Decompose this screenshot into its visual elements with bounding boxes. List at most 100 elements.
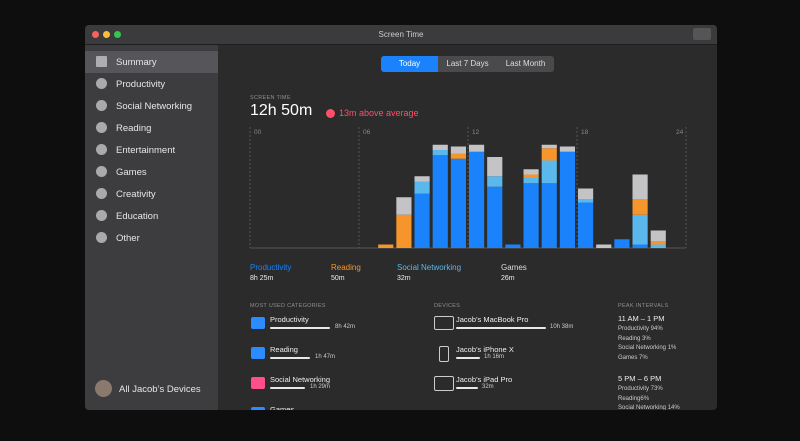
usage-bar-segment	[596, 244, 612, 248]
device-time: 10h 38m	[550, 324, 574, 330]
usage-bar-segment	[632, 244, 648, 248]
legend-time: 32m	[397, 275, 411, 282]
sidebar-icon	[96, 144, 107, 155]
device-icon	[434, 376, 454, 391]
category-time: 1h 29m	[310, 384, 331, 390]
interval-range: 5 PM – 6 PM	[618, 374, 662, 383]
legend-name: Productivity	[250, 263, 292, 272]
sidebar-item[interactable]: Other	[116, 233, 140, 244]
interval-line: Reading 3%	[618, 335, 651, 342]
category-name: Productivity	[270, 315, 309, 324]
usage-bar-segment	[432, 155, 448, 248]
sidebar: Summary Productivity Social Networking Read…	[85, 45, 218, 410]
interval-line: Social Networking 14%	[618, 405, 680, 410]
usage-bar-segment	[450, 158, 466, 248]
window-title: Screen Time	[378, 30, 424, 39]
usage-bar	[270, 327, 330, 329]
device-picker[interactable]: All Jacob’s Devices	[119, 384, 201, 395]
usage-bar-segment	[559, 146, 575, 152]
sidebar-item[interactable]: Summary	[116, 57, 157, 68]
sidebar-item[interactable]: Games	[116, 167, 147, 178]
sidebar-item[interactable]: Education	[116, 211, 159, 222]
usage-bar-segment	[541, 183, 557, 248]
usage-bar-segment	[469, 144, 485, 152]
usage-bar-segment	[432, 144, 448, 150]
device-time: 1h 16m	[484, 354, 505, 360]
usage-bar	[456, 327, 546, 329]
usage-bar-segment	[487, 157, 503, 177]
usage-bar-segment	[487, 186, 503, 248]
usage-bar-segment	[523, 178, 539, 184]
interval-line: Games 7%	[618, 354, 648, 361]
sidebar-icon	[96, 100, 107, 111]
sidebar-item[interactable]: Social Networking	[116, 101, 193, 112]
hour-label: 06	[363, 129, 371, 136]
up-icon	[326, 109, 335, 118]
tab[interactable]: Last 7 Days	[438, 56, 497, 72]
device-icon	[439, 346, 449, 362]
sidebar-icon	[96, 188, 107, 199]
selection-highlight	[85, 51, 218, 73]
device-time: 32m	[482, 384, 494, 390]
usage-bar-segment	[469, 151, 485, 248]
interval-line: Productivity 73%	[618, 386, 663, 392]
usage-bar-segment	[578, 202, 594, 248]
usage-chart: 00 06 12 18 24	[249, 127, 687, 249]
title-bar: Screen Time	[85, 25, 717, 45]
minimize-button[interactable]	[103, 31, 110, 38]
usage-bar-segment	[541, 144, 557, 149]
tab[interactable]: Last Month	[497, 56, 554, 72]
usage-bar	[270, 357, 310, 359]
usage-bar-segment	[450, 146, 466, 154]
usage-bar-segment	[378, 244, 394, 248]
category-time: 8h 42m	[335, 324, 356, 330]
section-label: MOST USED CATEGORIES	[250, 303, 326, 309]
usage-bar-segment	[450, 153, 466, 159]
usage-bar-segment	[396, 214, 412, 248]
interval-line: Reading6%	[618, 395, 650, 402]
hour-label: 24	[676, 129, 684, 136]
sidebar-item[interactable]: Reading	[116, 123, 152, 134]
section-label: DEVICES	[434, 303, 461, 309]
category-icon	[251, 377, 265, 389]
legend-name: Social Networking	[397, 263, 462, 272]
usage-bar-segment	[414, 176, 430, 182]
usage-bar-segment	[414, 181, 430, 194]
legend-name: Reading	[331, 263, 361, 272]
category-icon	[251, 347, 265, 359]
usage-bar-segment	[523, 174, 539, 178]
sidebar-icon	[96, 166, 107, 177]
legend-name: Games	[501, 263, 527, 272]
usage-bar-segment	[578, 188, 594, 199]
device-icon	[434, 316, 454, 330]
usage-bar	[456, 387, 478, 389]
legend-time: 50m	[331, 275, 345, 282]
avatar	[95, 380, 112, 397]
sidebar-icon	[96, 122, 107, 133]
category-name: Social Networking	[270, 375, 331, 384]
device-name: Jacob’s iPhone X	[456, 345, 514, 354]
close-button[interactable]	[92, 31, 99, 38]
category-time: 1h 47m	[315, 354, 336, 360]
category-name: Reading	[270, 345, 298, 354]
usage-bar-segment	[559, 151, 575, 248]
sidebar-item[interactable]: Entertainment	[116, 145, 176, 156]
section-label: SCREEN TIME	[250, 95, 291, 101]
hour-label: 12	[472, 129, 480, 136]
total-time: 12h 50m	[250, 102, 313, 119]
usage-bar-segment	[650, 244, 666, 248]
sidebar-item[interactable]: Creativity	[116, 189, 156, 200]
interval-range: 11 AM – 1 PM	[618, 314, 665, 323]
usage-bar-segment	[650, 230, 666, 241]
interval-line: Social Networking 1%	[618, 345, 677, 351]
tab[interactable]: Today	[381, 56, 438, 72]
interval-line: Productivity 94%	[618, 326, 663, 332]
usage-bar-segment	[487, 176, 503, 187]
share-button[interactable]	[693, 28, 711, 40]
usage-bar-segment	[396, 197, 412, 215]
zoom-button[interactable]	[114, 31, 121, 38]
sidebar-icon	[96, 232, 107, 243]
usage-bar-segment	[414, 193, 430, 248]
sidebar-item[interactable]: Productivity	[116, 79, 166, 90]
sidebar-icon	[96, 78, 107, 89]
